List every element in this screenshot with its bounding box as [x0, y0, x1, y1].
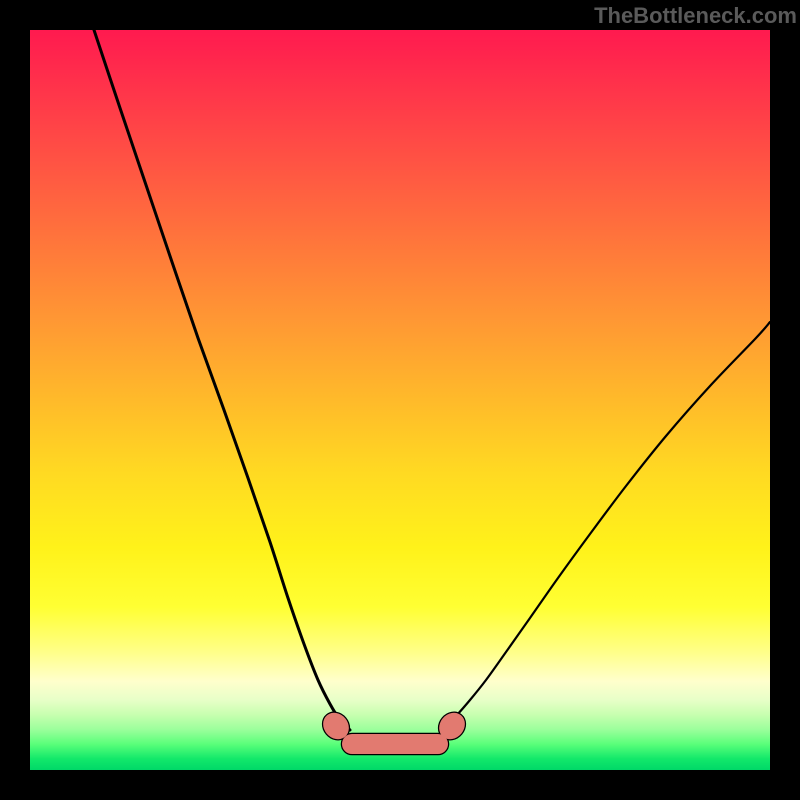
watermark-text: TheBottleneck.com: [594, 3, 797, 29]
plot-background: [30, 30, 770, 770]
chart-canvas: TheBottleneck.com: [0, 0, 800, 800]
chart-svg: [0, 0, 800, 800]
